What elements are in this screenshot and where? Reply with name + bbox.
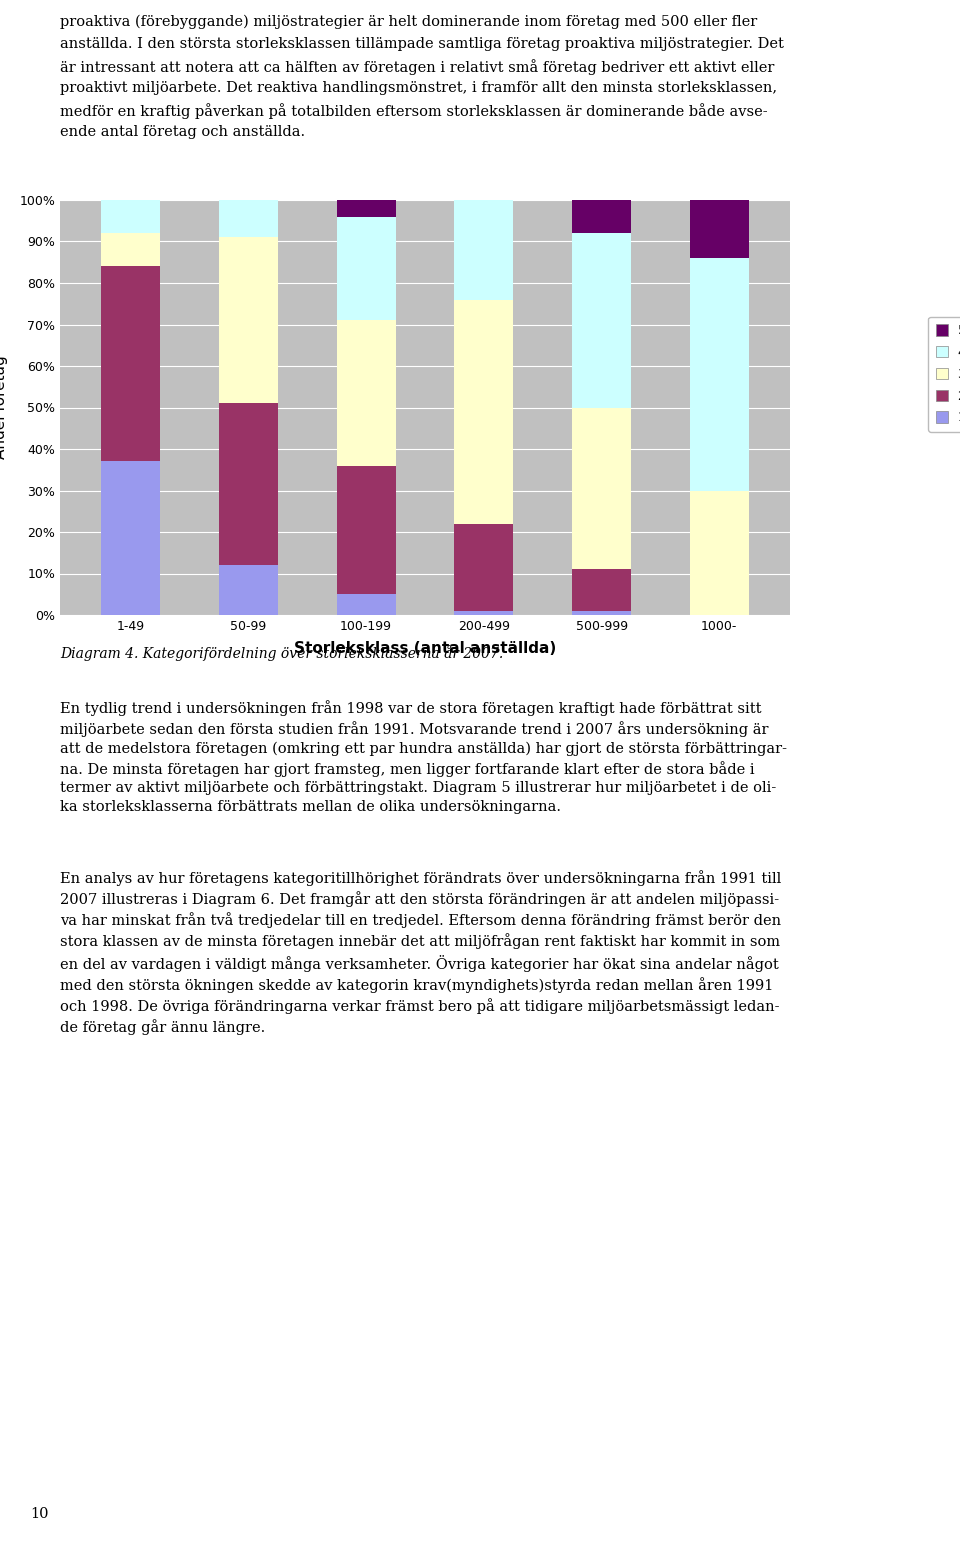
Bar — [337, 200, 396, 217]
Text: proaktiva (förebyggande) miljöstrategier är helt dominerande inom företag med 50: proaktiva (förebyggande) miljöstrategier… — [60, 15, 757, 29]
Bar — [572, 569, 631, 610]
Bar — [101, 200, 160, 233]
Bar — [690, 490, 749, 615]
Bar — [572, 407, 631, 569]
Bar — [454, 200, 514, 299]
Bar — [454, 610, 514, 615]
Bar — [572, 233, 631, 407]
Bar — [219, 200, 277, 237]
Text: ende antal företag och anställda.: ende antal företag och anställda. — [60, 125, 305, 139]
Text: En tydlig trend i undersökningen från 1998 var de stora företagen kraftigt hade : En tydlig trend i undersökningen från 19… — [60, 700, 787, 814]
Y-axis label: Andel företag: Andel företag — [0, 356, 8, 459]
Bar — [101, 461, 160, 615]
Bar — [690, 257, 749, 490]
Legend: 5. Miljöanpassade, 4. Miljömedvetna, 3. Kravoptimerande, 2. Kravstyrda, 1. Miljö: 5. Miljöanpassade, 4. Miljömedvetna, 3. … — [928, 317, 960, 431]
Bar — [572, 610, 631, 615]
Bar — [219, 566, 277, 615]
Text: proaktivt miljöarbete. Det reaktiva handlingsmönstret, i framför allt den minsta: proaktivt miljöarbete. Det reaktiva hand… — [60, 82, 778, 96]
X-axis label: Storleksklass (antal anställda): Storleksklass (antal anställda) — [294, 641, 556, 656]
Bar — [101, 233, 160, 267]
Bar — [101, 267, 160, 461]
Text: En analys av hur företagens kategoritillhörighet förändrats över undersökningarn: En analys av hur företagens kategoritill… — [60, 871, 781, 1034]
Bar — [219, 404, 277, 566]
Bar — [454, 299, 514, 524]
Bar — [572, 200, 631, 233]
Bar — [337, 465, 396, 595]
Text: Diagram 4. Kategorifördelning över storleksklasserna år 2007.: Diagram 4. Kategorifördelning över storl… — [60, 646, 503, 661]
Bar — [337, 321, 396, 465]
Bar — [454, 524, 514, 610]
Text: 10: 10 — [30, 1507, 49, 1521]
Bar — [337, 595, 396, 615]
Bar — [690, 200, 749, 257]
Text: anställda. I den största storleksklassen tillämpade samtliga företag proaktiva m: anställda. I den största storleksklassen… — [60, 37, 784, 51]
Bar — [219, 237, 277, 404]
Bar — [337, 217, 396, 321]
Text: är intressant att notera att ca hälften av företagen i relativt små företag bedr: är intressant att notera att ca hälften … — [60, 59, 775, 76]
Text: medför en kraftig påverkan på totalbilden eftersom storleksklassen är dominerand: medför en kraftig påverkan på totalbilde… — [60, 103, 768, 119]
